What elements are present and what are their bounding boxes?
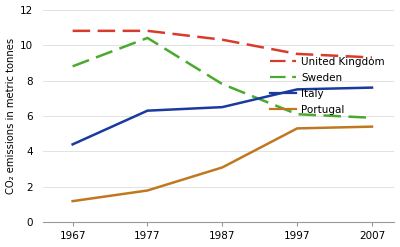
Legend: United Kingdom, Sweden, Italy, Portugal: United Kingdom, Sweden, Italy, Portugal bbox=[266, 53, 389, 120]
Y-axis label: CO₂ emissions in metric tonnes: CO₂ emissions in metric tonnes bbox=[6, 38, 16, 194]
